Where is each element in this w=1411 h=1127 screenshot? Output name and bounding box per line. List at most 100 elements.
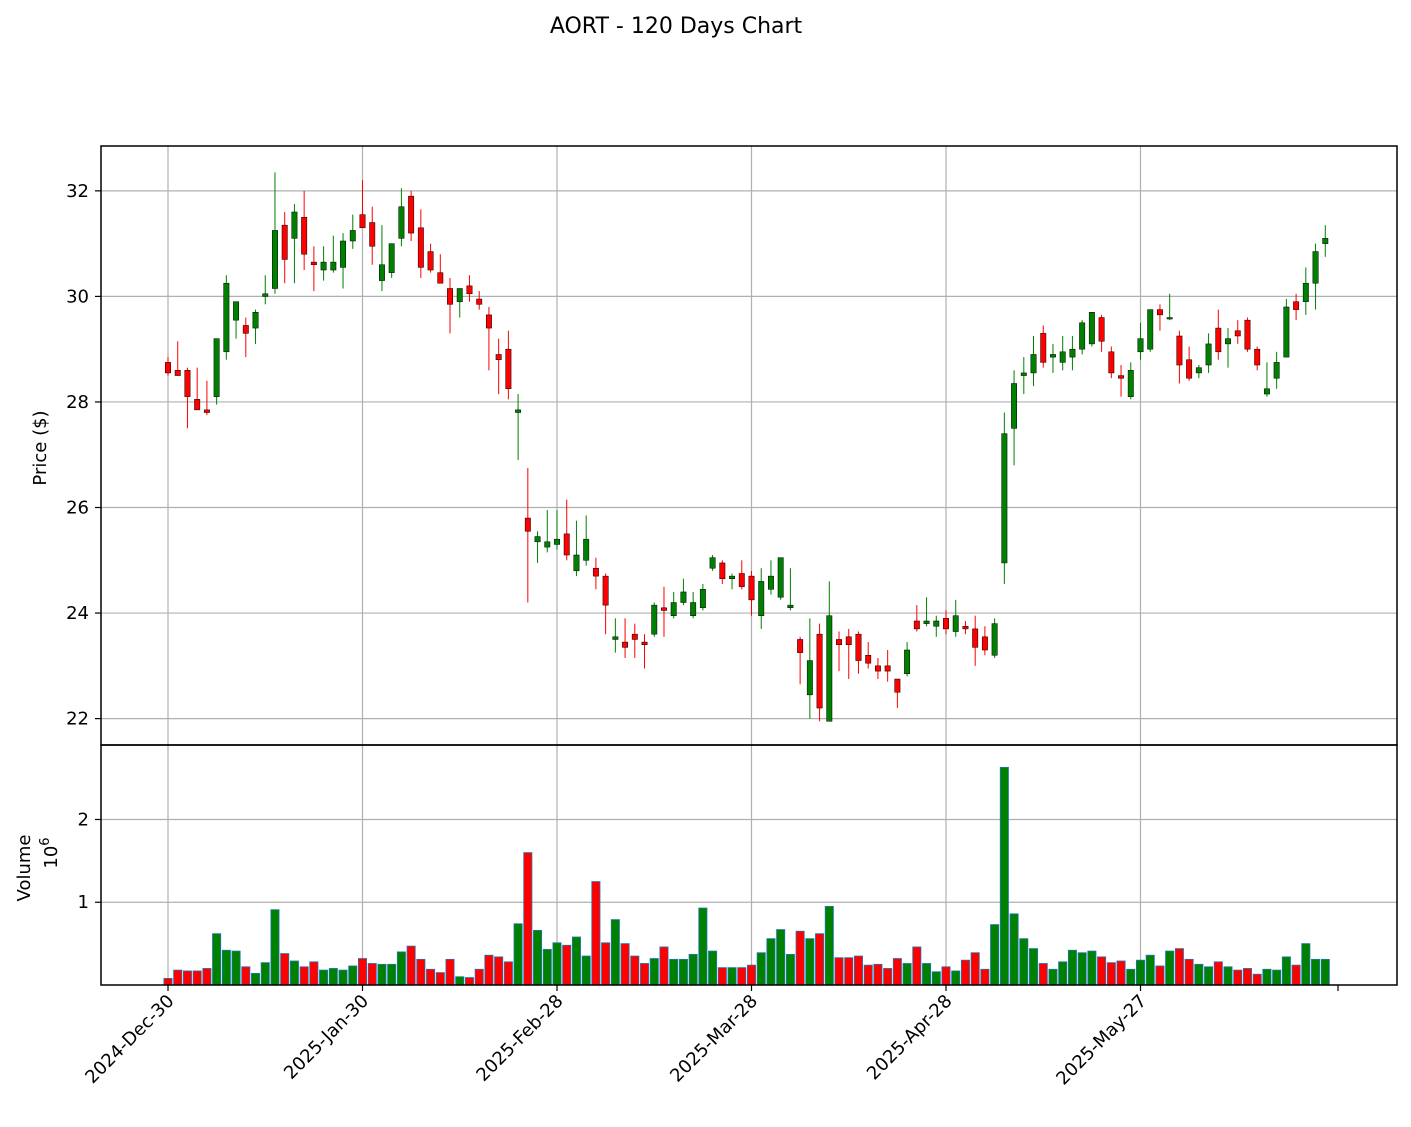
volume-bar — [756, 952, 766, 986]
candle-body — [709, 557, 716, 569]
candle-body — [349, 230, 356, 242]
price-y-tick-label: 30 — [66, 286, 89, 307]
x-tick-label: 2025-May-27 — [1052, 991, 1151, 1090]
volume-bar — [542, 949, 552, 986]
candle-body — [1088, 311, 1095, 345]
volume-bar — [601, 942, 611, 986]
volume-bar — [844, 957, 854, 986]
volume-bar — [474, 968, 484, 986]
volume-bar — [1311, 958, 1321, 986]
volume-y-tick-label: 1 — [78, 892, 89, 913]
volume-bar — [1155, 965, 1165, 986]
candle-body — [272, 230, 278, 289]
volume-bar — [416, 958, 426, 986]
volume-y-tick-label: 2 — [78, 809, 89, 830]
volume-bar — [1194, 963, 1204, 986]
candle-body — [748, 575, 755, 601]
volume-bar — [309, 961, 319, 986]
x-tick-label: 2025-Feb-28 — [472, 991, 567, 1086]
volume-bar — [1106, 962, 1116, 986]
candle-body — [1215, 327, 1222, 353]
volume-bar — [1184, 958, 1194, 986]
candle-body — [943, 618, 949, 630]
candle-body — [1020, 372, 1027, 376]
candle-body — [836, 639, 842, 645]
candle-body — [340, 240, 347, 268]
candle-body — [1127, 370, 1134, 397]
candle-body — [427, 251, 434, 271]
volume-bar — [941, 966, 951, 986]
volume-bar — [931, 971, 941, 986]
volume-bar — [990, 924, 1000, 986]
volume-bar — [795, 930, 805, 986]
x-tick-label: 2025-Mar-28 — [666, 991, 762, 1087]
candle-body — [1118, 375, 1124, 379]
volume-bar — [513, 923, 523, 986]
volume-bar — [873, 963, 883, 986]
volume-bar — [270, 909, 280, 986]
candle-body — [1176, 335, 1183, 366]
candle-body — [1234, 330, 1241, 337]
candle-body — [563, 533, 570, 556]
candle-body — [242, 325, 249, 334]
candle-body — [573, 554, 580, 572]
candle-body — [1157, 309, 1163, 316]
volume-bar — [1009, 913, 1019, 986]
volume-bar — [387, 963, 397, 986]
candle-body — [505, 348, 512, 390]
volume-bar — [1067, 949, 1077, 986]
volume-bar — [776, 929, 786, 986]
volume-bar — [533, 929, 543, 986]
price-axis-label: Price ($) — [30, 410, 51, 485]
volume-bar — [1136, 959, 1146, 986]
candle-body — [301, 216, 308, 255]
candle-body — [233, 301, 240, 321]
candle-body — [845, 636, 852, 645]
volume-bar — [960, 959, 970, 986]
volume-bar — [980, 968, 990, 986]
candle-body — [729, 575, 735, 580]
candle-body — [826, 615, 833, 722]
candle-body — [758, 581, 765, 616]
volume-bar — [640, 963, 650, 986]
candle-body — [641, 641, 648, 645]
volume-bar — [892, 958, 902, 986]
chart-title: AORT - 120 Days Chart — [550, 14, 803, 39]
candle-body — [738, 573, 745, 587]
volume-bar — [435, 972, 445, 986]
candle-body — [1166, 317, 1173, 320]
volume-bar — [1204, 966, 1214, 986]
volume-bar — [202, 968, 212, 986]
candle-body — [680, 591, 687, 603]
volume-bar — [367, 963, 377, 986]
volume-bar — [464, 977, 474, 986]
volume-bar — [912, 946, 922, 986]
candle-body — [184, 370, 191, 397]
candle-body — [544, 541, 551, 548]
volume-bar — [328, 968, 338, 986]
candle-body — [408, 195, 415, 234]
candle-body — [398, 206, 405, 239]
candle-body — [1098, 317, 1105, 342]
candle-body — [933, 620, 940, 627]
candle-body — [622, 641, 629, 648]
volume-bar — [1019, 938, 1029, 986]
volume-bars — [163, 766, 1330, 986]
volume-bar — [1262, 968, 1272, 986]
volume-bar — [348, 965, 358, 986]
volume-multiplier-base: 10 — [41, 846, 62, 869]
volume-bar — [1058, 961, 1068, 986]
grid-lines — [101, 146, 1397, 985]
candle-body — [1011, 383, 1018, 429]
candle-body — [1254, 348, 1261, 366]
volume-bar — [406, 945, 416, 986]
candle-body — [1040, 333, 1047, 363]
volume-bar — [863, 964, 873, 986]
volume-bar — [805, 938, 815, 986]
volume-multiplier: 106 — [38, 837, 62, 868]
candle-body — [690, 602, 697, 616]
volume-bar — [523, 852, 533, 986]
volume-multiplier-exp: 6 — [38, 837, 53, 845]
volume-bar — [280, 953, 290, 986]
